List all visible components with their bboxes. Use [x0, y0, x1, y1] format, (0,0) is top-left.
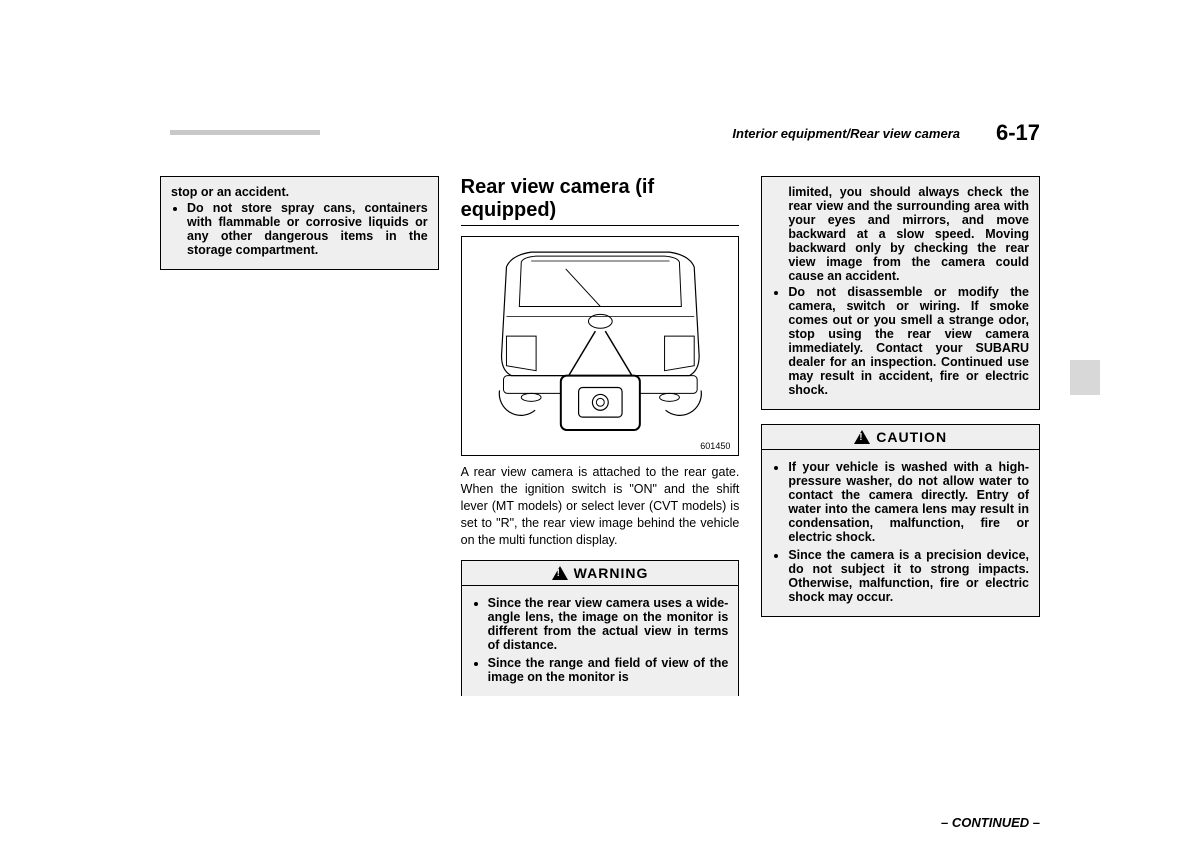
notice-list: Do not store spray cans, containers with…: [171, 201, 428, 257]
notice-item: Do not store spray cans, containers with…: [187, 201, 428, 257]
vehicle-rear-illustration: [462, 237, 739, 455]
rear-camera-figure: 601450: [461, 236, 740, 456]
warning-triangle-icon: [552, 566, 568, 580]
manual-page: Interior equipment/Rear view camera 6-17…: [160, 130, 1040, 810]
section-tab: [1070, 360, 1100, 395]
body-paragraph: A rear view camera is attached to the re…: [461, 464, 740, 548]
warning-cont-intro: limited, you should always check the rea…: [772, 185, 1029, 283]
caution-body: If your vehicle is washed with a high-pr…: [762, 450, 1039, 616]
warning-label: WARNING: [574, 565, 649, 581]
warning-list: Since the rear view camera uses a wide-a…: [472, 596, 729, 684]
caution-list: If your vehicle is washed with a high-pr…: [772, 460, 1029, 604]
warning-item: Since the range and field of view of the…: [488, 656, 729, 684]
caution-item: Since the camera is a precision device, …: [788, 548, 1029, 604]
warning-header: WARNING: [462, 561, 739, 586]
notice-box: stop or an accident. Do not store spray …: [160, 176, 439, 270]
figure-reference: 601450: [700, 441, 730, 451]
spacer: [761, 410, 1040, 424]
header-rule: [170, 130, 320, 135]
caution-triangle-icon: [854, 430, 870, 444]
warning-body-cont: limited, you should always check the rea…: [762, 177, 1039, 409]
caution-box: CAUTION If your vehicle is washed with a…: [761, 424, 1040, 617]
column-3: limited, you should always check the rea…: [761, 176, 1040, 696]
warning-item: Since the rear view camera uses a wide-a…: [488, 596, 729, 652]
warning-box: WARNING Since the rear view camera uses …: [461, 560, 740, 696]
continued-label: – CONTINUED –: [941, 815, 1040, 830]
warning-box-continued: limited, you should always check the rea…: [761, 176, 1040, 410]
column-2: Rear view camera (if equipped): [461, 176, 740, 696]
warning-cont-item: Do not disassemble or modify the camera,…: [788, 285, 1029, 397]
notice-intro: stop or an accident.: [171, 185, 428, 199]
breadcrumb: Interior equipment/Rear view camera: [732, 126, 960, 141]
section-title: Rear view camera (if equipped): [461, 176, 740, 226]
page-number: 6-17: [996, 120, 1040, 146]
caution-item: If your vehicle is washed with a high-pr…: [788, 460, 1029, 544]
column-1: stop or an accident. Do not store spray …: [160, 176, 439, 696]
caution-label: CAUTION: [876, 429, 947, 445]
caution-header: CAUTION: [762, 425, 1039, 450]
warning-body: Since the rear view camera uses a wide-a…: [462, 586, 739, 696]
warning-cont-list: Do not disassemble or modify the camera,…: [772, 285, 1029, 397]
content-columns: stop or an accident. Do not store spray …: [160, 176, 1040, 696]
